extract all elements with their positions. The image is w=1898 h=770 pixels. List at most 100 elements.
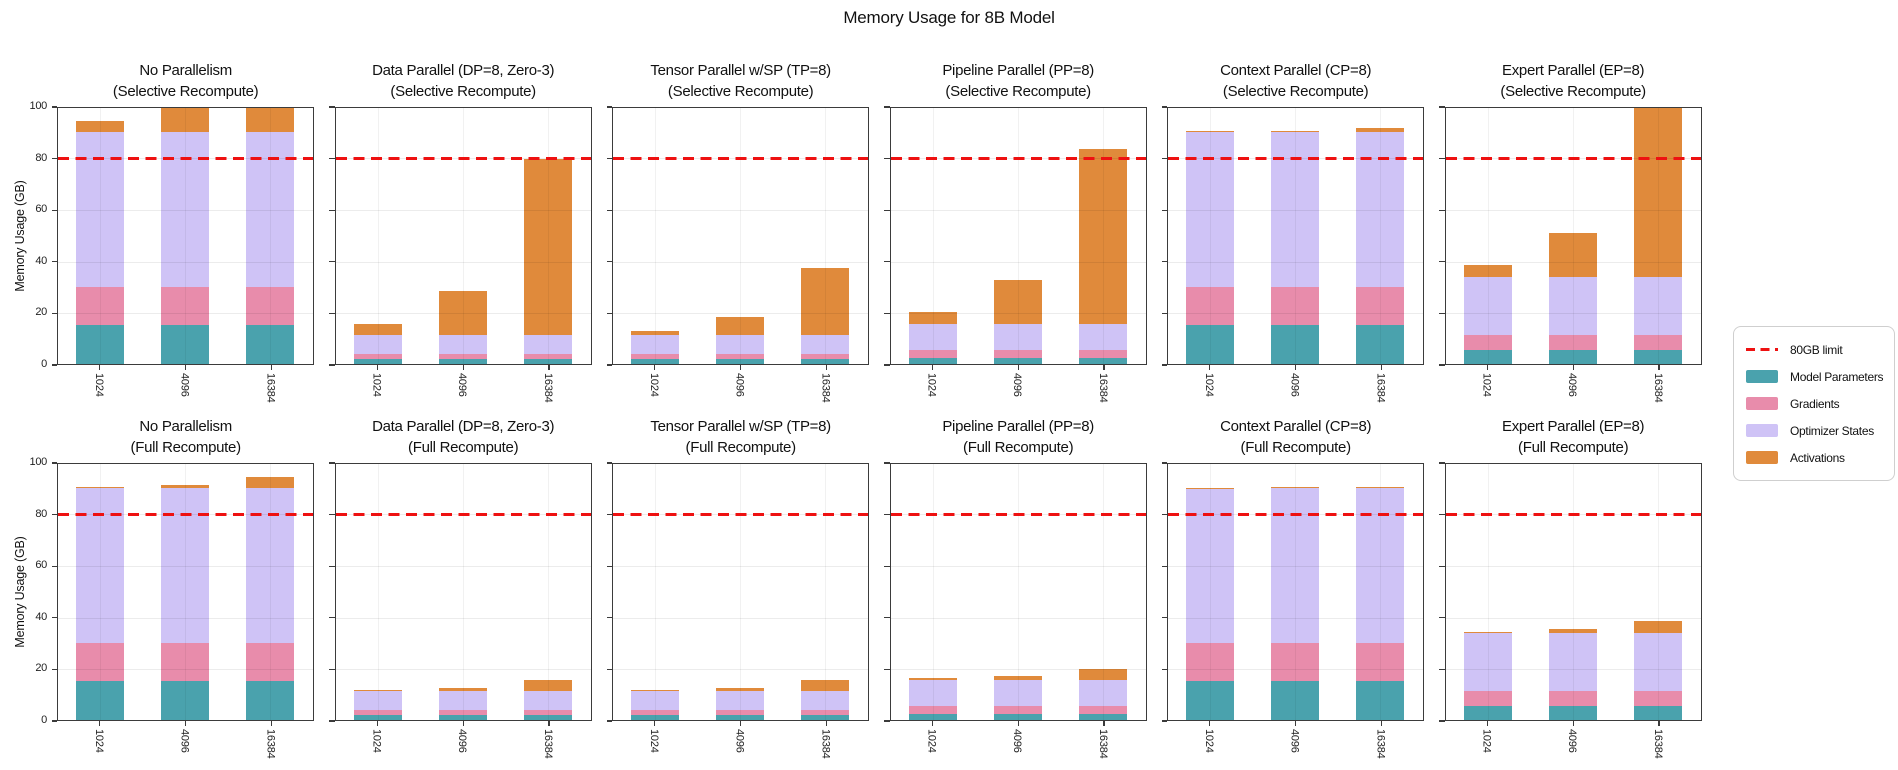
x-tick-mark bbox=[1486, 721, 1488, 726]
legend-item-model-parameters: Model Parameters bbox=[1746, 363, 1884, 390]
bar-segment-gradients bbox=[76, 286, 125, 326]
gridline-horizontal bbox=[613, 617, 869, 619]
plot-area bbox=[1444, 107, 1702, 365]
gridline-horizontal bbox=[1445, 209, 1701, 211]
gridline-horizontal bbox=[890, 313, 1146, 315]
x-tick-mark bbox=[1017, 721, 1019, 726]
gridline-vertical bbox=[932, 464, 934, 720]
gridline-horizontal bbox=[58, 313, 314, 315]
bar-segment-activations bbox=[631, 331, 680, 335]
x-tick-mark bbox=[1103, 721, 1105, 726]
gridline-vertical bbox=[1017, 108, 1019, 364]
plot-area bbox=[57, 463, 315, 721]
x-tick-label: 4096 bbox=[733, 729, 746, 753]
bar-segment-activations bbox=[353, 323, 402, 335]
gridline-vertical bbox=[825, 108, 827, 364]
bar-segment-optimizer-states bbox=[523, 334, 572, 355]
bar-segment-model-parameters bbox=[1356, 681, 1405, 720]
bar-segment-optimizer-states bbox=[1463, 633, 1512, 692]
gridline-horizontal bbox=[1445, 313, 1701, 315]
gridline-vertical bbox=[655, 108, 657, 364]
x-tick-label: 16384 bbox=[541, 373, 554, 403]
x-tick-label: 4096 bbox=[456, 373, 469, 397]
x-tick-label: 4096 bbox=[178, 729, 191, 753]
subplot-title: Data Parallel (DP=8, Zero-3) (Selective … bbox=[372, 61, 555, 101]
gridline-horizontal bbox=[613, 313, 869, 315]
y-tick-mark bbox=[1439, 565, 1445, 567]
y-tick-mark bbox=[1439, 617, 1445, 619]
x-tick-mark bbox=[99, 721, 101, 726]
bar-segment-model-parameters bbox=[801, 715, 850, 720]
y-tick-mark bbox=[329, 668, 335, 670]
x-tick-mark bbox=[1572, 721, 1574, 726]
bar-segment-model-parameters bbox=[76, 681, 125, 720]
bar-segment-model-parameters bbox=[631, 715, 680, 720]
limit-line-80gb bbox=[58, 513, 314, 516]
gridline-vertical bbox=[462, 108, 464, 364]
y-tick-mark bbox=[51, 668, 57, 670]
x-tick-mark bbox=[462, 721, 464, 726]
x-tick-label: 4096 bbox=[1288, 729, 1301, 753]
gridline-vertical bbox=[1572, 108, 1574, 364]
y-tick-mark bbox=[884, 617, 890, 619]
y-tick-mark bbox=[51, 720, 57, 722]
plot-area bbox=[57, 107, 315, 365]
gridline-horizontal bbox=[890, 565, 1146, 567]
gridline-horizontal bbox=[1168, 261, 1424, 263]
gridline-vertical bbox=[377, 108, 379, 364]
gridline-horizontal bbox=[1445, 669, 1701, 671]
bar-segment-activations bbox=[993, 675, 1042, 681]
gridline-vertical bbox=[740, 464, 742, 720]
bar-segment-optimizer-states bbox=[908, 324, 957, 350]
gridline-vertical bbox=[377, 464, 379, 720]
x-tick-mark bbox=[270, 721, 272, 726]
plot-area bbox=[612, 107, 870, 365]
bar-segment-model-parameters bbox=[353, 359, 402, 364]
x-tick-mark bbox=[654, 365, 656, 370]
x-tick-label: 1024 bbox=[92, 729, 105, 753]
gridline-vertical bbox=[100, 108, 102, 364]
bar-segment-activations bbox=[1271, 487, 1320, 488]
y-tick-mark bbox=[884, 209, 890, 211]
gridline-vertical bbox=[1380, 108, 1382, 364]
bar-segment-optimizer-states bbox=[716, 334, 765, 355]
bar-segment-model-parameters bbox=[908, 357, 957, 364]
y-tick-label: 80 bbox=[35, 507, 47, 520]
bar-segment-optimizer-states bbox=[1078, 680, 1127, 706]
bar-segment-gradients bbox=[353, 354, 402, 360]
gridline-vertical bbox=[185, 464, 187, 720]
bar-segment-optimizer-states bbox=[438, 334, 487, 355]
gridline-vertical bbox=[1657, 464, 1659, 720]
limit-line-80gb bbox=[1445, 157, 1701, 160]
bar-segment-optimizer-states bbox=[631, 690, 680, 711]
y-tick-mark bbox=[1161, 514, 1167, 516]
y-tick-mark bbox=[1161, 462, 1167, 464]
y-tick-mark bbox=[884, 720, 890, 722]
y-tick-label: 60 bbox=[35, 203, 47, 216]
bar-segment-activations bbox=[1078, 148, 1127, 325]
x-tick-label: 1024 bbox=[370, 373, 383, 397]
x-tick-mark bbox=[1295, 365, 1297, 370]
y-tick-mark bbox=[51, 209, 57, 211]
bar-segment-activations bbox=[1271, 130, 1320, 132]
x-tick-label: 16384 bbox=[541, 729, 554, 759]
y-tick-mark bbox=[1439, 261, 1445, 263]
bar-segment-model-parameters bbox=[438, 715, 487, 720]
bar-segment-gradients bbox=[1271, 286, 1320, 326]
x-tick-label: 16384 bbox=[1374, 729, 1387, 759]
x-tick-label: 16384 bbox=[1096, 373, 1109, 403]
legend-swatch bbox=[1746, 397, 1778, 410]
bar-segment-gradients bbox=[353, 710, 402, 716]
x-tick-label: 16384 bbox=[819, 373, 832, 403]
gridline-horizontal bbox=[890, 209, 1146, 211]
y-tick-mark bbox=[606, 720, 612, 722]
bar-segment-activations bbox=[801, 268, 850, 335]
bar-segment-gradients bbox=[246, 286, 295, 326]
bar-segment-gradients bbox=[1078, 349, 1127, 358]
x-tick-label: 4096 bbox=[1566, 373, 1579, 397]
subplot-title: Pipeline Parallel (PP=8) (Selective Reco… bbox=[942, 61, 1094, 101]
gridline-vertical bbox=[1210, 464, 1212, 720]
gridline-vertical bbox=[1380, 464, 1382, 720]
gridline-vertical bbox=[1487, 464, 1489, 720]
bar-segment-optimizer-states bbox=[993, 324, 1042, 350]
